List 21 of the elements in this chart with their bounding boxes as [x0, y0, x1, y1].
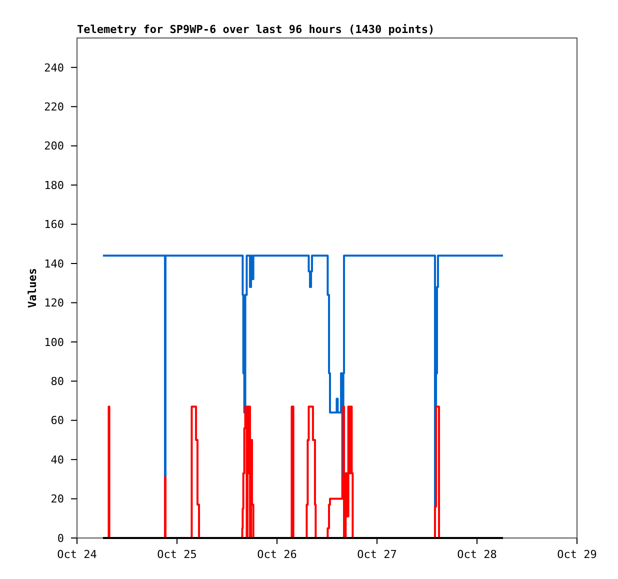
y-tick-label: 200 [44, 140, 64, 153]
y-tick-label: 120 [44, 296, 64, 310]
y-tick-label: 140 [44, 257, 64, 270]
x-tick-label: Oct 28 [457, 548, 497, 561]
y-axis-title: Values [26, 268, 39, 308]
y-tick-label: 80 [50, 374, 64, 388]
y-tick-label: 0 [57, 532, 64, 545]
x-tick-label: Oct 26 [257, 548, 297, 561]
y-tick-label: 60 [50, 414, 64, 428]
x-tick-label: Oct 24 [57, 548, 98, 561]
chart-title: Telemetry for SP9WP-6 over last 96 hours (1430 points) [77, 23, 435, 36]
y-tick-label: 100 [44, 336, 64, 349]
y-tick-label: 240 [44, 61, 64, 74]
y-tick-label: 160 [44, 218, 64, 232]
x-tick-label: Oct 25 [157, 548, 197, 561]
y-tick-label: 40 [50, 453, 64, 466]
x-tick-label: Oct 29 [557, 548, 597, 561]
y-tick-label: 20 [50, 492, 64, 506]
y-tick-label: 180 [44, 178, 64, 192]
x-tick-label: Oct 27 [357, 548, 397, 561]
y-tick-label: 220 [44, 100, 64, 114]
